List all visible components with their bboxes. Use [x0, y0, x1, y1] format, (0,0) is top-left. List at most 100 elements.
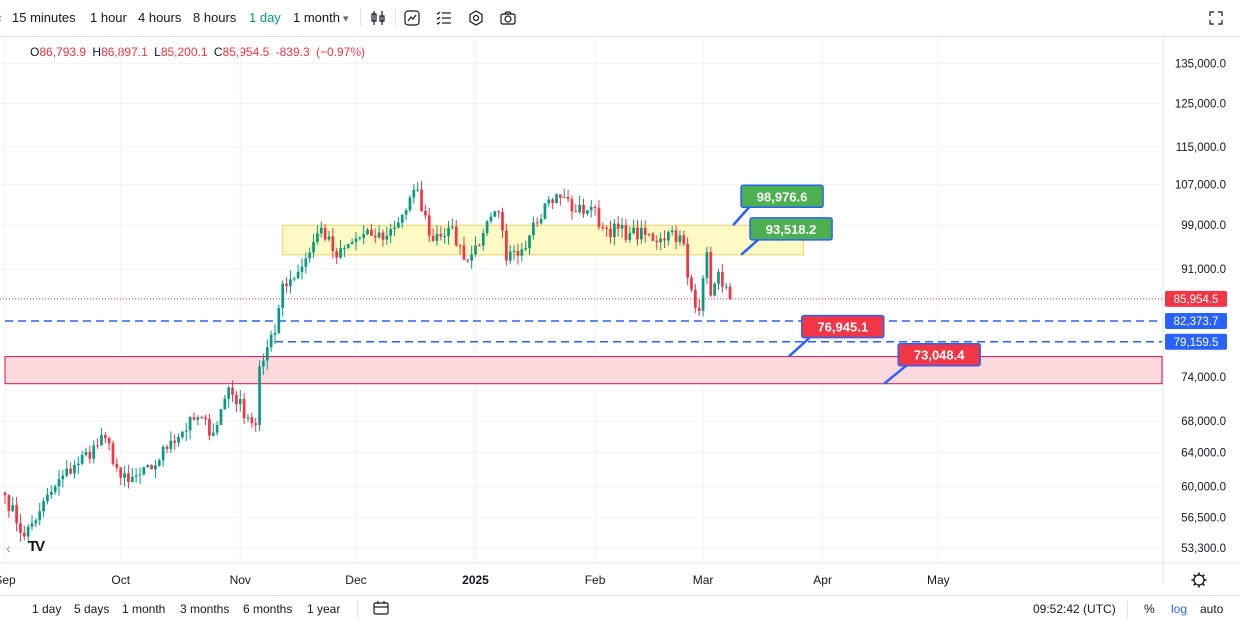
candle	[265, 339, 269, 370]
candle	[578, 195, 581, 215]
settings-icon[interactable]	[467, 9, 485, 27]
timeframe-4h[interactable]: 4 hours	[138, 10, 182, 25]
high-value: 86,897.1	[101, 45, 148, 59]
line-79159-tag[interactable]: 79,159.5	[1165, 333, 1227, 350]
candle-body	[370, 229, 373, 236]
candles-icon[interactable]	[369, 9, 387, 27]
candle-body	[481, 233, 485, 246]
candle-body	[3, 492, 7, 496]
candle	[146, 464, 150, 469]
time-tick-label: Sep	[0, 573, 16, 587]
candle-body	[724, 286, 728, 288]
candle	[416, 181, 420, 193]
compare-icon[interactable]	[403, 9, 421, 27]
candle-body	[208, 419, 211, 436]
utc-clock[interactable]: 09:52:42 (UTC)	[1033, 602, 1116, 616]
range-1d[interactable]: 1 day	[32, 602, 62, 616]
timeframe-8h[interactable]: 8 hours	[193, 10, 237, 25]
candle	[238, 390, 242, 412]
timeframe-dropdown-icon[interactable]: ▾	[343, 13, 349, 25]
candle	[667, 230, 670, 246]
timeframe-1h[interactable]: 1 hour	[90, 10, 127, 25]
candle-body	[397, 222, 400, 228]
candle-body	[223, 398, 227, 410]
time-tick-label: Dec	[345, 573, 366, 587]
scroll-left-icon[interactable]: ‹	[0, 10, 2, 25]
indicators-icon[interactable]	[435, 9, 453, 27]
candle	[701, 275, 705, 317]
candle-body	[670, 230, 674, 233]
candle	[308, 247, 312, 263]
candle-body	[520, 249, 524, 256]
range-5d[interactable]: 5 days	[74, 602, 110, 616]
candle	[323, 224, 327, 242]
candle-body	[678, 235, 682, 242]
candle-body	[231, 387, 234, 395]
callout-76945[interactable]: 76,945.1	[787, 314, 885, 358]
candle-body	[161, 446, 165, 461]
candle	[3, 491, 7, 504]
support-zone[interactable]	[4, 356, 1163, 385]
price-tick-label: 135,000.0	[1175, 58, 1226, 70]
candle-body	[103, 435, 107, 439]
time-tick-label: Apr	[813, 573, 832, 587]
callout-box	[897, 342, 981, 367]
axis-settings-icon[interactable]	[1191, 572, 1207, 588]
candle	[138, 467, 142, 485]
candle-body	[343, 247, 346, 249]
close-label: C	[213, 45, 223, 59]
timeframe-1d[interactable]: 1 day	[249, 10, 281, 25]
candle-body	[709, 252, 713, 296]
candle	[154, 459, 157, 479]
price-tick-label: 64,000.0	[1181, 448, 1226, 460]
timeframe-1month[interactable]: 1 month	[293, 10, 340, 25]
candle	[370, 223, 373, 236]
price-chart[interactable]: 98,976.6 93,518.2 76,945.1 73,048.4 135,000.…	[0, 37, 1240, 595]
candle	[246, 413, 250, 423]
range-1y[interactable]: 1 year	[307, 602, 341, 616]
timeframe-15m[interactable]: 15 minutes	[12, 10, 76, 25]
candle-body	[439, 234, 443, 237]
resistance-zone[interactable]	[282, 224, 804, 256]
candle-body	[362, 234, 366, 238]
percent-scale-toggle[interactable]: %	[1144, 602, 1155, 616]
callout-box	[740, 184, 824, 209]
candle	[682, 230, 686, 247]
auto-scale-toggle[interactable]: auto	[1200, 602, 1224, 616]
last-price-tag[interactable]: 85,954.5	[1165, 290, 1227, 307]
candle-body	[219, 409, 223, 425]
candle-body	[111, 443, 115, 464]
callout-93518[interactable]: 93,518.2	[740, 217, 833, 256]
candle-body	[123, 473, 126, 478]
date-range-icon[interactable]	[372, 600, 390, 619]
range-6m[interactable]: 6 months	[243, 602, 293, 616]
candle-body	[177, 437, 180, 443]
callout-73048[interactable]: 73,048.4	[883, 342, 981, 385]
candle-body	[470, 254, 474, 261]
fullscreen-icon[interactable]	[1207, 9, 1225, 27]
range-3m[interactable]: 3 months	[180, 602, 230, 616]
candle	[659, 232, 662, 251]
log-scale-toggle[interactable]: log	[1171, 602, 1188, 616]
candle	[397, 217, 400, 229]
range-1m[interactable]: 1 month	[122, 602, 166, 616]
candle-body	[173, 440, 177, 443]
camera-icon[interactable]	[499, 9, 517, 27]
callout-box	[749, 217, 833, 241]
candle	[439, 226, 443, 241]
candle-body	[713, 283, 716, 296]
line-82373-tag[interactable]: 82,373.7	[1165, 313, 1227, 330]
callout-label: 73,048.4	[914, 348, 965, 363]
candle-body	[130, 476, 134, 483]
callout-98976[interactable]: 98,976.6	[732, 184, 824, 227]
candle	[88, 445, 92, 464]
candle	[447, 221, 450, 245]
candle	[285, 277, 288, 293]
candle-body	[682, 235, 686, 244]
scroll-back-icon[interactable]: ‹	[6, 540, 11, 556]
candle	[485, 219, 489, 237]
candle-body	[238, 399, 242, 405]
candle	[242, 392, 246, 424]
candle-body	[485, 221, 489, 234]
candle	[690, 274, 693, 293]
